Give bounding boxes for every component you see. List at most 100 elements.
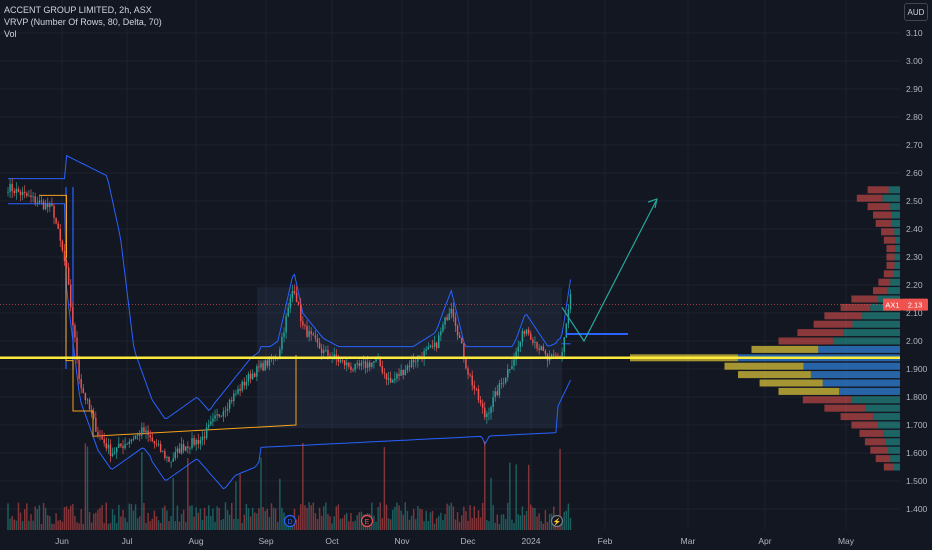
candle-body — [446, 317, 448, 321]
volume-bar — [178, 521, 181, 530]
candle-body — [366, 362, 369, 368]
candle-body — [170, 461, 172, 463]
candle-body — [394, 378, 396, 381]
candle-body — [224, 410, 227, 412]
candle-body — [231, 400, 233, 402]
candle-body — [438, 335, 440, 349]
volume-bar — [80, 509, 82, 530]
candle-body — [504, 377, 507, 383]
candle-body — [323, 350, 325, 354]
volume-bar — [358, 512, 361, 530]
candle-body — [245, 381, 248, 386]
volume-bar — [377, 507, 379, 530]
volume-bar — [481, 502, 484, 530]
volume-bar — [226, 510, 229, 530]
candle-body — [348, 362, 350, 367]
y-tick-label: 2.90 — [906, 84, 923, 94]
volume-profile-row-down — [878, 278, 891, 286]
volume-bar — [350, 513, 352, 530]
volume-bar — [256, 513, 258, 530]
volume-bar — [145, 522, 147, 530]
volume-bar — [30, 514, 32, 530]
candle-body — [333, 354, 335, 358]
candle-body — [9, 183, 11, 192]
candle-body — [99, 435, 101, 437]
volume-bar — [327, 513, 329, 530]
candle-body — [452, 308, 455, 318]
volume-bar — [141, 451, 143, 530]
candle-body — [262, 363, 264, 371]
volume-bar — [486, 520, 488, 530]
volume-bar — [78, 523, 80, 530]
y-tick-label: 3.10 — [906, 28, 923, 38]
y-tick-label: 2.40 — [906, 224, 923, 234]
y-tick-label: 3.00 — [906, 56, 923, 66]
currency-button[interactable]: AUD — [904, 3, 928, 21]
upper-band — [8, 154, 571, 419]
candle-body — [208, 424, 210, 428]
volume-bar — [396, 502, 398, 530]
volume-bar — [354, 520, 356, 530]
y-tick-label: 2.70 — [906, 140, 923, 150]
volume-profile-row-up — [851, 396, 900, 404]
candle-body — [180, 444, 183, 454]
volume-profile-row-up — [862, 312, 900, 320]
volume-profile-row-down — [824, 312, 863, 320]
event-marker[interactable]: ⚡ — [550, 514, 564, 528]
x-tick-label: Apr — [758, 536, 771, 546]
volume-bar — [120, 516, 122, 530]
volume-bar — [346, 512, 348, 530]
candle-body — [172, 458, 174, 462]
volume-bar — [239, 474, 241, 530]
candle-body — [569, 294, 572, 310]
volume-bar — [473, 506, 476, 530]
candle-body — [260, 363, 262, 368]
volume-bar — [15, 520, 18, 530]
symbol-title[interactable]: ACCENT GROUP LIMITED, 2h, ASX — [4, 5, 152, 15]
event-marker[interactable]: E — [360, 514, 374, 528]
volume-profile-row-up — [890, 203, 900, 211]
volume-bar — [504, 518, 507, 530]
candle-body — [212, 418, 214, 422]
volume-bar — [193, 516, 195, 530]
volume-profile-row-up — [891, 211, 900, 219]
volume-bar — [540, 521, 542, 530]
candle-body — [251, 373, 254, 379]
event-marker-glyph: E — [365, 519, 370, 526]
volume-bar — [548, 513, 551, 530]
volume-bar — [113, 514, 116, 530]
indicator-label[interactable]: VRVP (Number Of Rows, 80, Delta, 70) — [4, 17, 162, 27]
y-tick-label: 1.400 — [906, 504, 928, 514]
volume-bar — [72, 504, 74, 530]
candle-body — [249, 373, 252, 379]
volume-bar — [233, 518, 235, 530]
volume-bar — [404, 502, 407, 530]
volume-label[interactable]: Vol — [4, 29, 17, 39]
candle-body — [544, 350, 547, 355]
volume-bar — [28, 520, 30, 530]
candle-body — [383, 372, 386, 374]
volume-bar — [157, 520, 160, 530]
event-marker-glyph: ⚡ — [553, 517, 562, 526]
event-marker[interactable]: D — [283, 514, 297, 528]
volume-bars — [7, 441, 572, 530]
volume-bar — [93, 513, 95, 530]
volume-profile-row-up — [893, 270, 900, 278]
volume-bar — [99, 508, 101, 530]
volume-bar — [536, 516, 538, 530]
candle-body — [442, 324, 444, 332]
volume-bar — [494, 522, 496, 530]
candle-body — [228, 400, 231, 409]
volume-bar — [452, 506, 455, 530]
candle-body — [268, 356, 271, 366]
candle-body — [496, 391, 499, 396]
volume-profile-row-down — [867, 186, 889, 194]
candle-body — [507, 369, 509, 378]
candle-body — [51, 203, 53, 206]
volume-bar — [429, 512, 432, 530]
volume-bar — [162, 507, 164, 530]
volume-bar — [425, 510, 427, 530]
volume-bar — [109, 523, 112, 530]
